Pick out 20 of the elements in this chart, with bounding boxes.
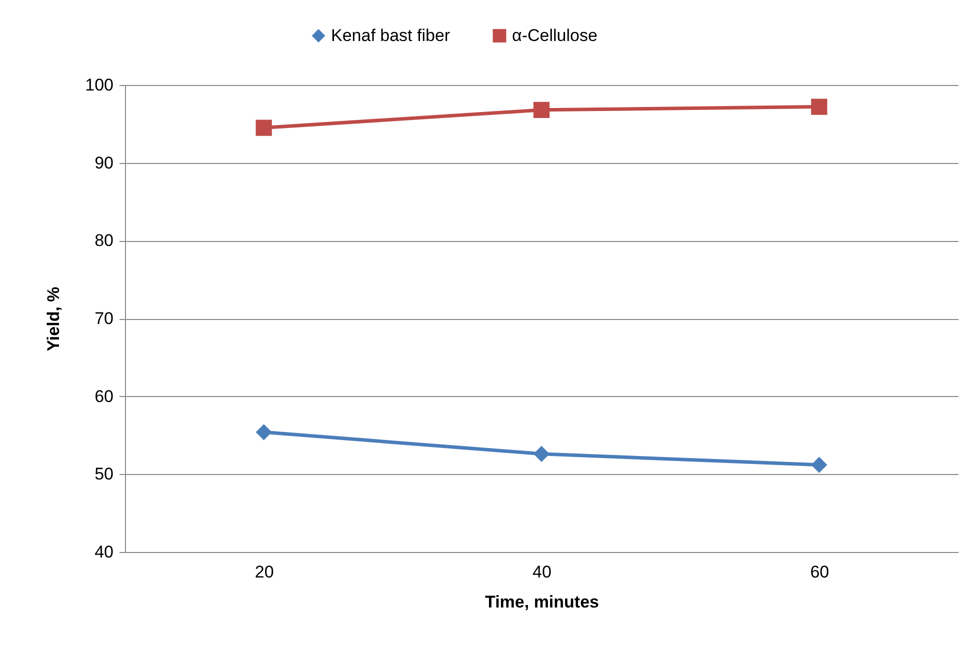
point [533, 102, 550, 118]
point [811, 456, 828, 473]
x-tick-label: 20 [254, 562, 274, 582]
point [256, 424, 272, 440]
legend-label: α-Cellulose [512, 26, 598, 45]
y-tick-label: 40 [94, 542, 114, 562]
y-tick-label: 90 [94, 153, 114, 172]
point [811, 98, 828, 115]
y-tick-label: 70 [94, 309, 114, 328]
x-tick-label: 60 [810, 562, 830, 582]
y-tick-label: 100 [85, 76, 114, 94]
y-axis-title: Yield, % [44, 286, 64, 352]
x-tick-label: 40 [532, 562, 552, 582]
point [256, 120, 272, 136]
point [533, 446, 550, 462]
legend-label: Kenaf bast fiber [331, 26, 450, 45]
x-axis-title: Time, minutes [485, 592, 599, 612]
y-tick-label: 60 [94, 386, 114, 406]
y-tick-label: 50 [94, 464, 114, 484]
y-tick-label: 80 [94, 231, 114, 250]
